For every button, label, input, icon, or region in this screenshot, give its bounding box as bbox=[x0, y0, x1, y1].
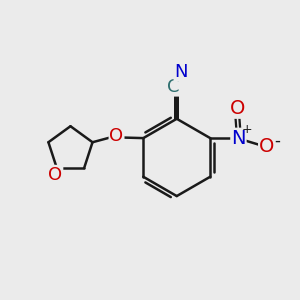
Text: O: O bbox=[259, 137, 274, 156]
Text: O: O bbox=[48, 166, 62, 184]
Text: N: N bbox=[175, 63, 188, 81]
Text: O: O bbox=[230, 99, 245, 118]
Text: C: C bbox=[167, 78, 179, 96]
Text: -: - bbox=[274, 132, 280, 150]
Text: N: N bbox=[231, 129, 246, 148]
Text: +: + bbox=[242, 123, 253, 136]
Text: O: O bbox=[110, 127, 124, 145]
